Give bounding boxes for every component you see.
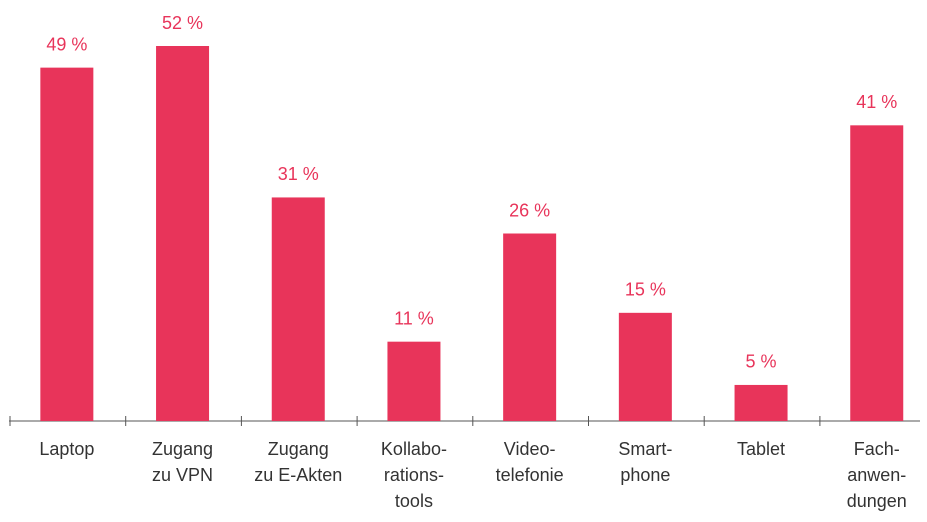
value-label: 5 %: [746, 352, 777, 372]
bar: [40, 67, 94, 421]
x-tick-label: Kollabo-: [381, 439, 447, 459]
bar: [618, 312, 672, 421]
value-label: 49 %: [46, 34, 87, 54]
value-label: 31 %: [278, 164, 319, 184]
x-tick-label: tools: [395, 491, 433, 511]
bar: [271, 197, 325, 421]
value-label: 52 %: [162, 13, 203, 33]
x-tick-label: rations-: [384, 465, 444, 485]
value-label: 26 %: [509, 200, 550, 220]
x-tick-label: Fach-: [854, 439, 900, 459]
x-tick-label: anwen-: [847, 465, 906, 485]
x-tick-label: phone: [620, 465, 670, 485]
bar: [156, 46, 210, 421]
x-tick-label: Zugang: [152, 439, 213, 459]
value-label: 11 %: [394, 308, 434, 328]
x-tick-label: Video-: [504, 439, 556, 459]
bar: [387, 341, 441, 421]
x-tick-label: Laptop: [39, 439, 94, 459]
x-tick-label: zu E-Akten: [254, 465, 342, 485]
bar: [734, 384, 788, 421]
x-tick-label: Zugang: [268, 439, 329, 459]
value-label: 41 %: [856, 92, 897, 112]
x-tick-label: dungen: [847, 491, 907, 511]
x-tick-label: Tablet: [737, 439, 785, 459]
value-label: 15 %: [625, 280, 666, 300]
x-tick-label: telefonie: [496, 465, 564, 485]
bar: [503, 233, 557, 421]
x-tick-label: zu VPN: [152, 465, 213, 485]
bar: [850, 125, 904, 422]
x-tick-label: Smart-: [618, 439, 672, 459]
